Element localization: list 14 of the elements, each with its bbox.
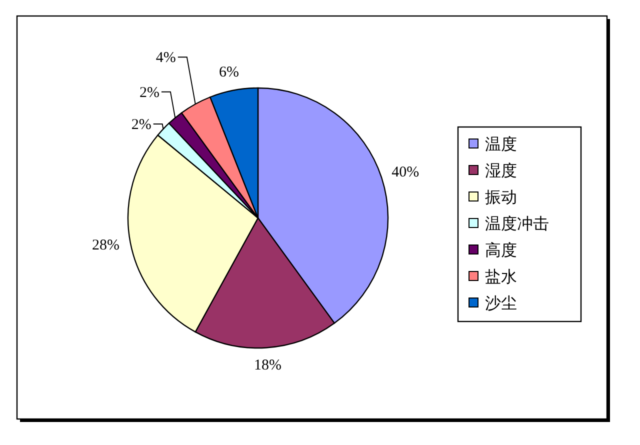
data-label: 6%: [218, 64, 239, 81]
legend-label: 温度: [485, 134, 517, 154]
data-label: 4%: [156, 50, 176, 66]
legend-label: 振动: [485, 188, 517, 206]
legend-label: 湿度: [485, 161, 517, 180]
legend-label: 盐水: [485, 267, 517, 286]
legend-label: 高度: [485, 240, 517, 260]
data-label: 40%: [392, 164, 420, 180]
data-label: 2%: [131, 117, 152, 134]
data-label: 2%: [139, 84, 160, 101]
data-label: 28%: [92, 238, 120, 254]
data-label: 18%: [254, 358, 282, 374]
legend-label: 温度冲击: [485, 214, 549, 233]
legend-label: 沙尘: [485, 294, 517, 312]
